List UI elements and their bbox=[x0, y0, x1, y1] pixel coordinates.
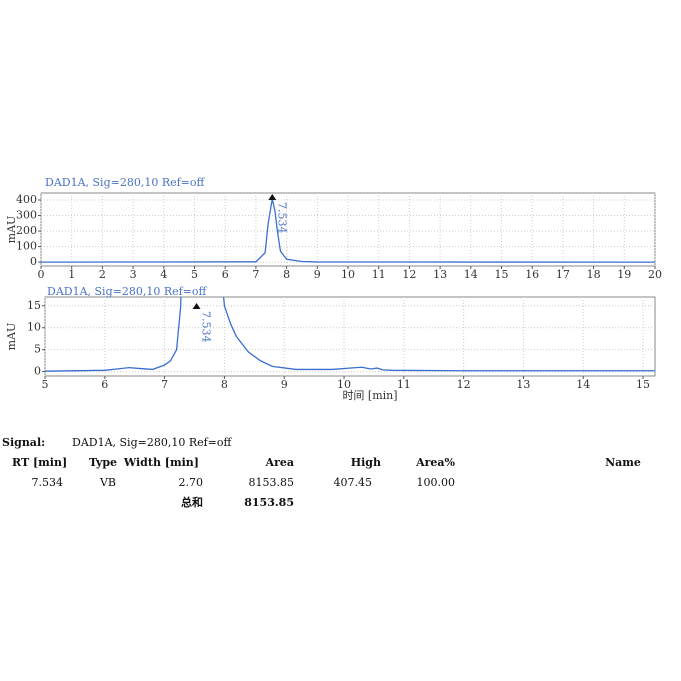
x-tick-label: 18 bbox=[587, 268, 601, 281]
col-header: Name bbox=[605, 456, 641, 469]
plot-area bbox=[44, 296, 656, 377]
col-header: Area bbox=[265, 456, 294, 469]
peak-marker bbox=[268, 194, 277, 200]
cell: 407.45 bbox=[334, 476, 373, 489]
y-tick-label: 10 bbox=[27, 321, 41, 334]
x-axis-label: 时间 [min] bbox=[342, 389, 397, 402]
cell: 8153.85 bbox=[249, 476, 295, 489]
chart-title: DAD1A, Sig=280,10 Ref=off bbox=[45, 176, 206, 189]
y-tick-label: 0 bbox=[34, 365, 41, 378]
signal: DAD1A, Sig=280,10 Ref=off bbox=[72, 436, 233, 449]
x-tick-label: 16 bbox=[525, 268, 539, 281]
signal-line bbox=[45, 297, 655, 372]
cell: 7.534 bbox=[32, 476, 64, 489]
y-tick-label: 400 bbox=[16, 193, 37, 206]
x-tick-label: 5 bbox=[191, 268, 198, 281]
x-tick-label: 11 bbox=[397, 378, 411, 391]
chart-title: DAD1A, Sig=280,10 Ref=off bbox=[47, 285, 208, 298]
total-label: 总和 bbox=[181, 495, 203, 509]
col-header: Type bbox=[89, 456, 117, 469]
x-tick-label: 8 bbox=[283, 268, 290, 281]
cell: VB bbox=[99, 476, 116, 489]
y-tick-label: 0 bbox=[30, 255, 37, 268]
x-tick-label: 12 bbox=[402, 268, 416, 281]
signal-line bbox=[41, 198, 655, 263]
x-tick-label: 14 bbox=[576, 378, 590, 391]
x-tick-label: 5 bbox=[42, 378, 49, 391]
x-tick-label: 14 bbox=[464, 268, 478, 281]
x-tick-label: 15 bbox=[495, 268, 509, 281]
y-tick-label: 15 bbox=[27, 299, 41, 312]
x-tick-label: 0 bbox=[38, 268, 45, 281]
y-tick-label: 100 bbox=[16, 240, 37, 253]
signal-label: Signal: bbox=[2, 436, 45, 449]
total: 8153.85 bbox=[244, 496, 294, 509]
x-tick-label: 13 bbox=[433, 268, 447, 281]
y-axis-label: mAU bbox=[5, 323, 18, 351]
x-tick-label: 17 bbox=[556, 268, 570, 281]
x-tick-label: 1 bbox=[68, 268, 75, 281]
y-tick-label: 300 bbox=[16, 209, 37, 222]
x-tick-label: 7 bbox=[161, 378, 168, 391]
y-tick-label: 200 bbox=[16, 224, 37, 237]
peak-marker bbox=[192, 303, 201, 309]
col-header: High bbox=[351, 456, 381, 469]
x-tick-label: 20 bbox=[648, 268, 662, 281]
x-tick-label: 6 bbox=[222, 268, 229, 281]
x-tick-label: 12 bbox=[457, 378, 471, 391]
x-tick-label: 9 bbox=[314, 268, 321, 281]
x-tick-label: 3 bbox=[130, 268, 137, 281]
x-tick-label: 11 bbox=[372, 268, 386, 281]
col-header: Area% bbox=[415, 456, 455, 469]
x-tick-label: 8 bbox=[221, 378, 228, 391]
x-tick-label: 19 bbox=[617, 268, 631, 281]
x-tick-label: 13 bbox=[516, 378, 530, 391]
col-header: RT [min] bbox=[12, 456, 67, 469]
col-header: Width [min] bbox=[123, 456, 199, 469]
cell: 2.70 bbox=[179, 476, 204, 489]
cell: 100.00 bbox=[417, 476, 456, 489]
x-tick-label: 10 bbox=[337, 378, 351, 391]
y-tick-label: 5 bbox=[34, 343, 41, 356]
y-axis-label: mAU bbox=[5, 216, 18, 244]
x-tick-label: 7 bbox=[252, 268, 259, 281]
peak-label: 7.534 bbox=[200, 311, 213, 343]
x-tick-label: 6 bbox=[101, 378, 108, 391]
x-tick-label: 15 bbox=[636, 378, 650, 391]
x-tick-label: 9 bbox=[281, 378, 288, 391]
peak-label: 7.534 bbox=[275, 202, 288, 234]
x-tick-label: 10 bbox=[341, 268, 355, 281]
x-tick-label: 4 bbox=[160, 268, 167, 281]
x-tick-label: 2 bbox=[99, 268, 106, 281]
